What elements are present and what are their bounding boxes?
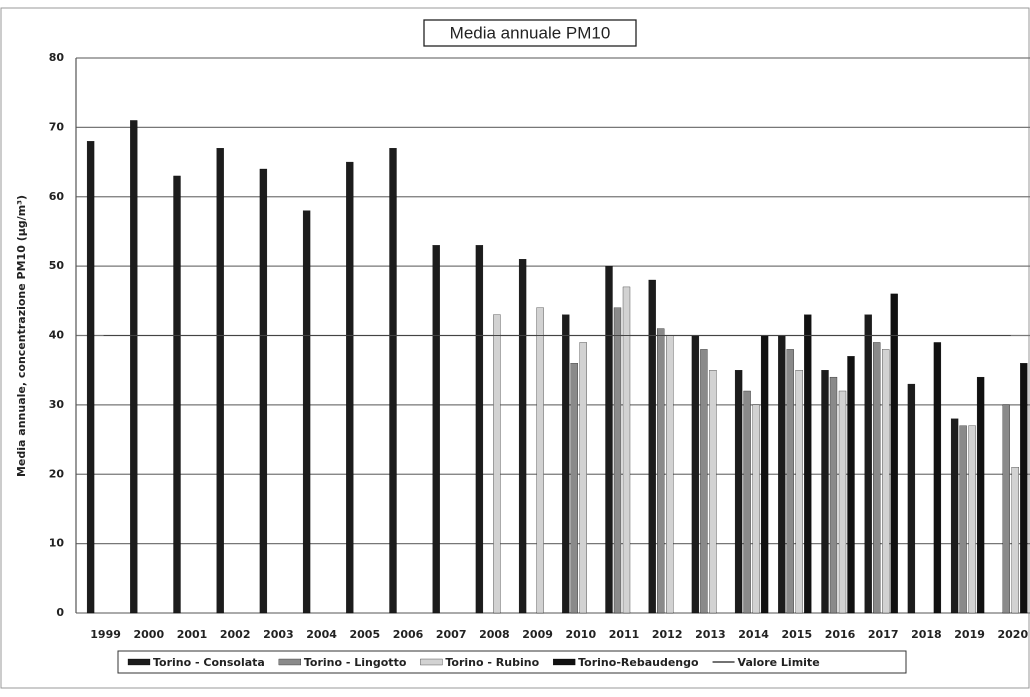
legend-label: Torino - Rubino: [445, 656, 539, 669]
x-tick-label: 2010: [565, 628, 596, 641]
x-tick-label: 2009: [522, 628, 553, 641]
bar: [829, 376, 838, 614]
bar: [1011, 467, 1019, 614]
title-box: [423, 19, 637, 47]
x-tick-label: 2019: [954, 628, 985, 641]
bar: [666, 335, 674, 614]
bar: [570, 363, 578, 614]
x-tick-label: 2003: [263, 628, 294, 641]
x-tick-label: 2005: [349, 628, 380, 641]
bar: [613, 307, 622, 614]
bar: [760, 335, 769, 614]
bar: [302, 210, 311, 614]
bar: [259, 168, 268, 614]
bar: [873, 342, 881, 614]
bar: [804, 314, 812, 614]
y-tick-label: 40: [49, 329, 65, 342]
bar: [882, 349, 890, 614]
bar: [86, 141, 95, 614]
x-tick-label: 2008: [479, 628, 510, 641]
bar: [838, 390, 847, 614]
x-tick-label: 2015: [781, 628, 812, 641]
bar: [752, 404, 760, 614]
x-tick-label: 2018: [911, 628, 942, 641]
legend-label: Torino - Consolata: [153, 656, 265, 669]
bar: [493, 314, 501, 614]
bar: [864, 314, 872, 614]
bar: [700, 349, 708, 614]
bar: [1002, 404, 1010, 614]
x-tick-label: 2014: [738, 628, 769, 641]
bar: [518, 259, 527, 614]
x-tick-label: 2006: [393, 628, 424, 641]
y-tick-label: 80: [49, 51, 65, 64]
bar: [959, 425, 967, 614]
x-tick-label: 2000: [133, 628, 164, 641]
bar: [821, 370, 829, 614]
bar: [475, 245, 484, 614]
bar: [346, 161, 354, 614]
y-tick-label: 20: [49, 467, 65, 480]
y-tick-label: 10: [49, 537, 65, 550]
legend-swatch: [127, 658, 151, 666]
bar: [216, 148, 224, 614]
x-tick-label: 2011: [609, 628, 640, 641]
x-tick-label: 2020: [997, 628, 1028, 641]
bar: [890, 293, 898, 614]
bar: [778, 335, 786, 614]
bar: [173, 175, 181, 614]
legend-swatch: [552, 658, 576, 666]
y-tick-label: 30: [49, 398, 65, 411]
x-tick-label: 2013: [695, 628, 726, 641]
x-tick-label: 2001: [177, 628, 208, 641]
y-tick-label: 50: [49, 259, 65, 272]
x-tick-label: 2004: [306, 628, 337, 641]
legend-box: [117, 650, 907, 674]
bar: [968, 425, 976, 614]
chart-frame: [0, 7, 1030, 689]
legend-swatch: [278, 658, 302, 666]
bar: [657, 328, 665, 614]
legend-swatch: [420, 658, 443, 666]
bar: [907, 383, 916, 614]
bar: [734, 370, 743, 614]
bar: [432, 245, 440, 614]
y-tick-label: 60: [49, 190, 65, 203]
y-axis-label: Media annuale, concentrazione PM10 (µg/m…: [15, 195, 28, 477]
bar: [691, 335, 700, 614]
x-tick-label: 2017: [868, 628, 899, 641]
y-tick-label: 70: [49, 120, 65, 133]
bar: [709, 370, 717, 614]
bar: [562, 314, 570, 614]
x-tick-label: 2002: [220, 628, 251, 641]
bar: [743, 390, 751, 614]
y-tick-label: 0: [56, 606, 64, 619]
bar: [795, 370, 803, 614]
bar: [1020, 363, 1028, 614]
bar: [622, 286, 631, 614]
bar: [976, 376, 985, 614]
bar: [648, 279, 656, 614]
bar: [950, 418, 959, 614]
x-tick-label: 1999: [90, 628, 121, 641]
bar: [579, 342, 587, 614]
bar: [786, 349, 794, 614]
x-tick-label: 2007: [436, 628, 467, 641]
bar: [389, 148, 397, 614]
bar: [933, 342, 942, 614]
x-tick-label: 2012: [652, 628, 683, 641]
bar: [605, 265, 613, 614]
legend-label: Torino - Lingotto: [304, 656, 407, 669]
x-tick-label: 2016: [825, 628, 856, 641]
bar: [847, 356, 855, 614]
legend-label: Torino-Rebaudengo: [578, 656, 699, 669]
legend-label: Valore Limite: [738, 656, 820, 669]
bar: [130, 120, 138, 614]
chart-title: Media annuale PM10: [450, 23, 611, 42]
bar: [536, 307, 544, 614]
